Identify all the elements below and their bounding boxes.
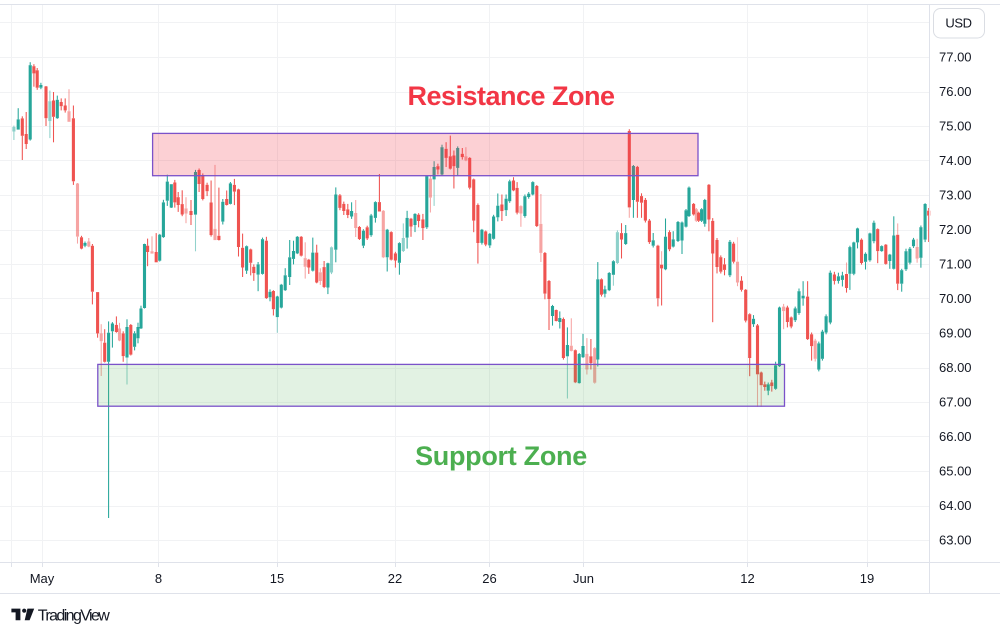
- svg-text:15: 15: [270, 571, 284, 586]
- svg-text:Resistance Zone: Resistance Zone: [407, 81, 615, 111]
- svg-text:65.00: 65.00: [939, 464, 972, 479]
- svg-text:72.00: 72.00: [939, 222, 972, 237]
- svg-text:68.00: 68.00: [939, 360, 972, 375]
- svg-text:63.00: 63.00: [939, 533, 972, 548]
- svg-text:77.00: 77.00: [939, 50, 972, 65]
- svg-text:70.00: 70.00: [939, 291, 972, 306]
- svg-text:19: 19: [860, 571, 874, 586]
- svg-text:May: May: [30, 571, 55, 586]
- svg-text:64.00: 64.00: [939, 498, 972, 513]
- svg-text:8: 8: [155, 571, 162, 586]
- svg-text:Support Zone: Support Zone: [415, 441, 587, 471]
- svg-text:75.00: 75.00: [939, 119, 972, 134]
- svg-text:22: 22: [388, 571, 402, 586]
- svg-text:74.00: 74.00: [939, 153, 972, 168]
- svg-text:26: 26: [482, 571, 496, 586]
- svg-text:73.00: 73.00: [939, 188, 972, 203]
- svg-text:Jun: Jun: [573, 571, 594, 586]
- svg-text:71.00: 71.00: [939, 257, 972, 272]
- svg-text:12: 12: [740, 571, 754, 586]
- svg-text:66.00: 66.00: [939, 429, 972, 444]
- svg-text:76.00: 76.00: [939, 84, 972, 99]
- svg-text:69.00: 69.00: [939, 326, 972, 341]
- svg-text:67.00: 67.00: [939, 395, 972, 410]
- svg-text:USD: USD: [945, 16, 971, 31]
- svg-text:TradingView: TradingView: [38, 608, 110, 625]
